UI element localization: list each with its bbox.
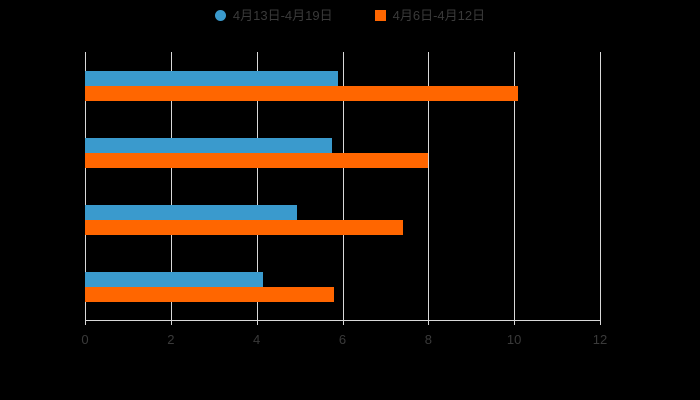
x-tick-mark [256, 320, 258, 325]
x-tick-mark [428, 320, 430, 325]
x-tick-label: 2 [167, 332, 175, 347]
bar[interactable] [85, 286, 334, 302]
x-tick-mark [514, 320, 516, 325]
x-tick-mark [342, 320, 344, 325]
gridline [342, 52, 344, 320]
gridline [428, 52, 430, 320]
legend-circle-icon [214, 9, 226, 21]
x-tick-label: 0 [81, 332, 89, 347]
x-tick-label: 12 [592, 332, 608, 347]
gridline [85, 52, 86, 320]
chart-legend: 4月13日-4月19日 4月6日-4月12日 [0, 4, 700, 26]
gridline [514, 52, 516, 320]
legend-entry[interactable]: 4月6日-4月12日 [374, 7, 486, 23]
legend-label: 4月6日-4月12日 [392, 7, 486, 23]
x-tick-label: 6 [338, 332, 347, 347]
bar[interactable] [85, 85, 519, 101]
legend-square-icon [374, 9, 386, 21]
bar[interactable] [85, 204, 298, 220]
legend-entry[interactable]: 4月13日-4月19日 [214, 7, 333, 23]
bar[interactable] [85, 70, 339, 86]
bar[interactable] [85, 152, 429, 168]
bar[interactable] [85, 137, 332, 153]
bar[interactable] [85, 219, 403, 235]
legend-label: 4月13日-4月19日 [232, 7, 333, 23]
gridline [256, 52, 258, 320]
x-tick-mark [170, 320, 172, 325]
bar[interactable] [85, 271, 264, 287]
x-tick-label: 4 [253, 332, 261, 347]
gridline [600, 52, 601, 320]
plot-area [85, 52, 601, 320]
x-tick-mark [600, 320, 601, 325]
x-tick-mark [85, 320, 86, 325]
gridline [170, 52, 172, 320]
x-tick-label: 8 [424, 332, 432, 347]
x-tick-label: 10 [506, 332, 522, 347]
